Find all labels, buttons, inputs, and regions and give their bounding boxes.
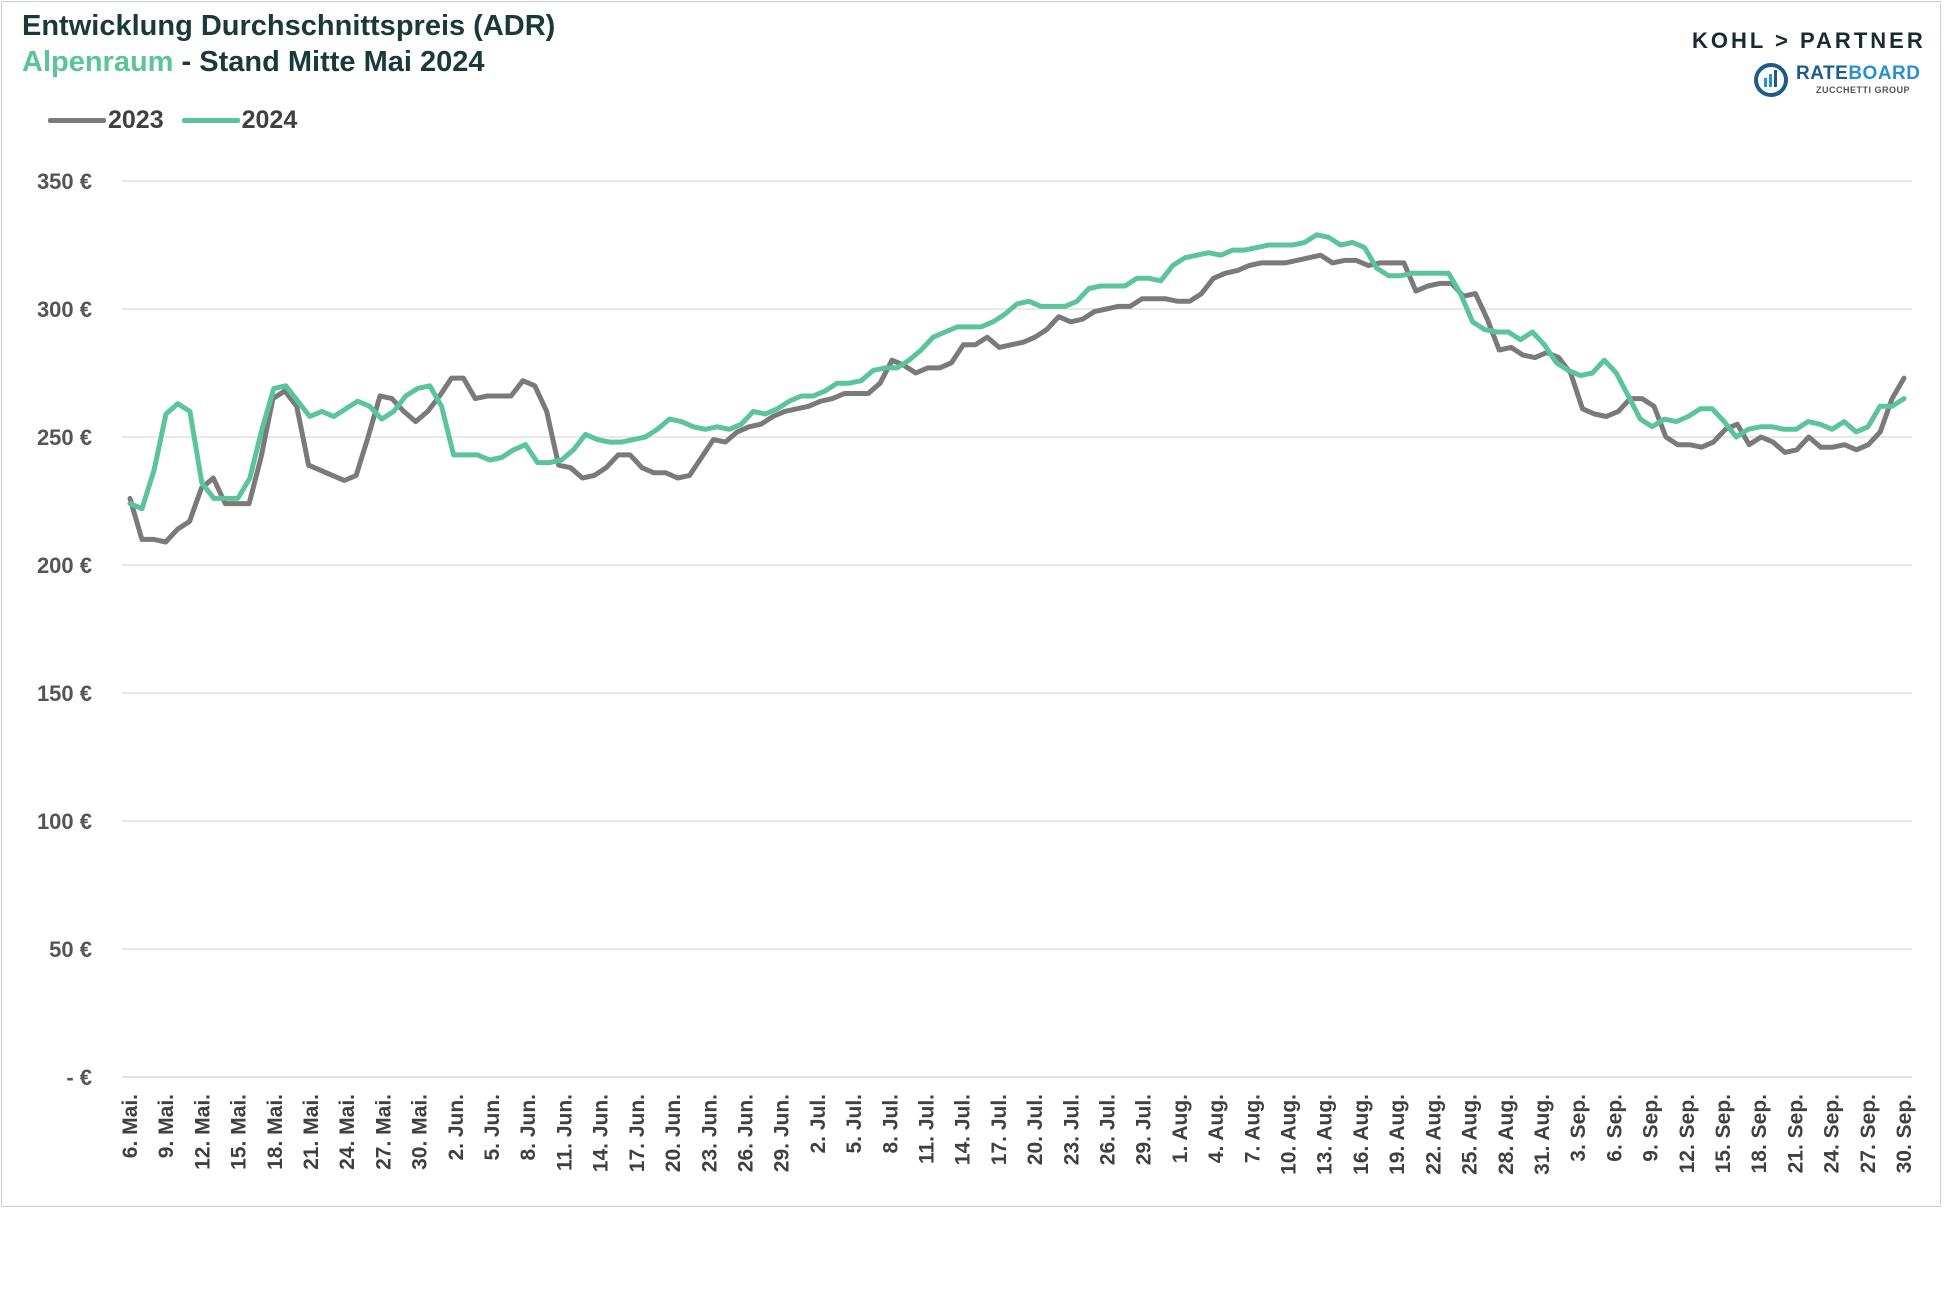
x-tick-label: 29. Jul. [1133,1094,1156,1165]
y-tick-label: 200 € [37,553,92,578]
y-axis: - € 50 € 100 € 150 € 200 € 250 € 300 € 350 € [37,169,92,1090]
x-tick-label: 26. Jul. [1097,1094,1120,1165]
x-tick-label: 27. Mai. [372,1094,395,1170]
y-tick-label: 250 € [37,425,92,450]
x-tick-label: 11. Jun. [553,1094,576,1171]
x-tick-label: 20. Jun. [662,1094,685,1172]
legend-swatch-2023 [48,118,106,123]
rateboard-subtitle: ZUCCHETTI GROUP [1816,85,1910,95]
x-tick-label: 9. Sep. [1640,1094,1663,1162]
x-tick-label: 14. Jun. [590,1094,613,1172]
x-tick-label: 6. Sep. [1603,1094,1626,1162]
rateboard-name-b: BOARD [1848,63,1921,84]
x-tick-label: 6. Mai. [119,1094,142,1158]
x-tick-label: 18. Mai. [264,1094,287,1170]
legend-label-2024: 2024 [241,106,298,134]
x-tick-label: 5. Jun. [481,1094,504,1161]
x-tick-label: 1. Aug. [1169,1094,1192,1163]
x-tick-label: 28. Aug. [1495,1094,1518,1175]
x-tick-label: 23. Jun. [698,1094,721,1172]
rateboard-name-a: RATE [1796,63,1849,84]
y-tick-label: 150 € [37,681,92,706]
x-tick-label: 12. Sep. [1676,1094,1699,1173]
x-tick-label: 8. Jul. [879,1094,902,1154]
x-tick-label: 15. Sep. [1712,1094,1735,1173]
x-tick-label: 2. Jul. [807,1094,830,1154]
x-tick-label: 9. Mai. [155,1094,178,1158]
x-tick-label: 21. Sep. [1784,1094,1807,1173]
chart-frame [1,1,1941,1207]
rateboard-logo: RATEBOARD ZUCCHETTI GROUP [1752,60,1920,98]
legend: 2023 2024 [48,106,315,135]
x-tick-label: 17. Jun. [626,1094,649,1172]
x-axis: 6. Mai. 9. Mai. 12. Mai. 15. Mai. 18. Mai. 21… [119,1094,1916,1175]
x-tick-label: 19. Aug. [1386,1094,1409,1175]
x-tick-label: 2. Jun. [445,1094,468,1161]
x-tick-label: 17. Jul. [988,1094,1011,1165]
x-tick-label: 5. Jul. [843,1094,866,1154]
x-tick-label: 16. Aug. [1350,1094,1373,1175]
x-tick-label: 29. Jun. [771,1094,794,1172]
x-tick-label: 3. Sep. [1567,1094,1590,1162]
x-tick-label: 23. Jul. [1060,1094,1083,1165]
x-tick-label: 24. Mai. [336,1094,359,1170]
x-tick-label: 24. Sep. [1821,1094,1844,1173]
x-tick-label: 30. Sep. [1893,1094,1916,1173]
y-tick-label: 100 € [37,809,92,834]
x-tick-label: 13. Aug. [1314,1094,1337,1175]
x-tick-label: 11. Jul. [915,1094,938,1164]
legend-item-2024: 2024 [181,106,298,135]
rateboard-chart-icon [1754,63,1788,97]
legend-item-2023: 2023 [48,106,164,135]
x-tick-label: 14. Jul. [952,1094,975,1165]
legend-label-2023: 2023 [108,106,164,134]
chart-title: Entwicklung Durchschnittspreis (ADR) [22,10,556,42]
grid [122,180,1912,1078]
status-label: - Stand Mitte Mai 2024 [173,46,485,78]
x-tick-label: 8. Jun. [517,1094,540,1161]
kohl-partner-logo: KOHL > PARTNER [1692,28,1926,53]
x-tick-label: 4. Aug. [1205,1094,1228,1163]
x-tick-label: 10. Aug. [1278,1094,1301,1175]
x-tick-label: 12. Mai. [191,1094,214,1170]
x-tick-label: 22. Aug. [1422,1094,1445,1175]
x-tick-label: 26. Jun. [734,1094,757,1172]
x-tick-label: 18. Sep. [1748,1094,1771,1173]
x-tick-label: 27. Sep. [1857,1094,1880,1173]
legend-swatch-2024 [181,118,240,123]
x-tick-label: 31. Aug. [1531,1094,1554,1175]
x-tick-label: 20. Jul. [1024,1094,1047,1165]
y-tick-label: 50 € [49,937,92,962]
x-tick-label: 30. Mai. [409,1094,432,1170]
x-tick-label: 21. Mai. [300,1094,323,1170]
x-tick-label: 15. Mai. [228,1094,251,1170]
y-tick-label: 300 € [37,297,92,322]
series-line-2024 [127,232,1907,512]
x-tick-label: 25. Aug. [1459,1094,1482,1175]
x-tick-label: 7. Aug. [1241,1094,1264,1163]
region-label: Alpenraum [22,46,174,78]
series [127,232,1907,545]
series-line-2023 [127,252,1907,545]
chart-subtitle: Alpenraum - Stand Mitte Mai 2024 [22,46,485,79]
y-tick-label: 350 € [37,169,92,194]
y-tick-label: - € [66,1065,92,1090]
